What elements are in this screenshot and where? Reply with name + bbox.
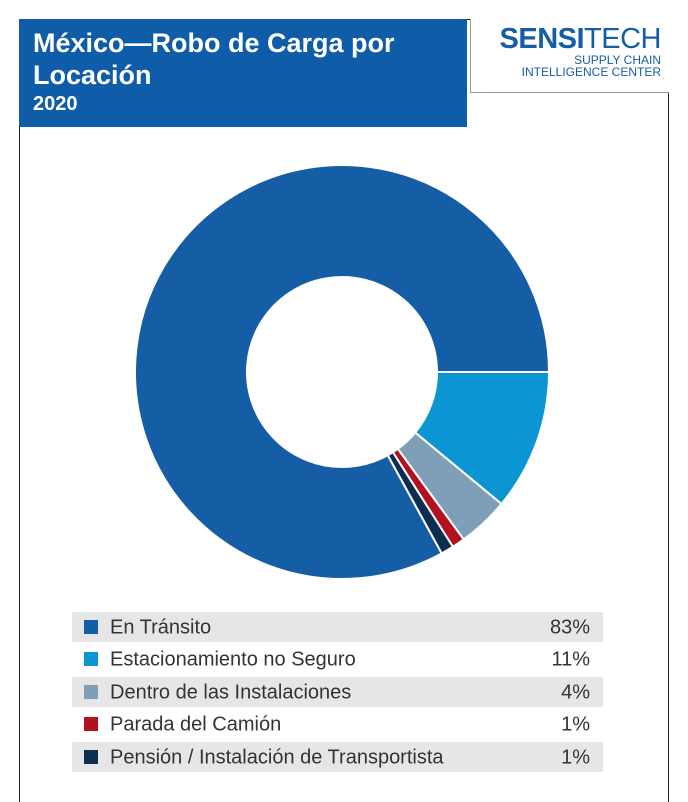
legend-label: En Tránsito — [110, 616, 211, 638]
tagline: INTELLIGENCE CENTER — [521, 65, 661, 79]
legend-swatch — [84, 652, 98, 666]
value-label: 83% — [550, 616, 590, 638]
donut-slice — [386, 450, 455, 555]
chart-subtitle: 2020 — [33, 93, 78, 115]
value-label: 11% — [551, 648, 590, 670]
legend-label: Parada del Camión — [110, 713, 281, 735]
legend-row-bg — [72, 612, 603, 642]
logo: SENSITECH SUPPLY CHAIN INTELLIGENCE CENT… — [470, 19, 669, 93]
brand: SENSITECH — [471, 23, 662, 55]
legend-swatch — [84, 620, 98, 634]
legend-swatch — [84, 685, 98, 699]
header: México—Robo de Carga por Locación 2020 — [19, 19, 467, 127]
value-label: 1% — [561, 746, 590, 768]
legend-label: Pensión / Instalación de Transportista — [110, 746, 444, 768]
legend-swatch — [84, 717, 98, 731]
chart-title: México—Robo de Carga por Locación — [33, 28, 395, 90]
donut-slice — [134, 164, 551, 580]
legend-label: Dentro de las Instalaciones — [110, 681, 351, 703]
brand-light: TECH — [584, 23, 661, 55]
legend-row-bg — [72, 742, 603, 772]
legend-swatch — [84, 750, 98, 764]
legend-label: Estacionamiento no Seguro — [110, 648, 356, 670]
tagline: SUPPLY CHAIN — [574, 53, 661, 67]
value-label: 1% — [561, 713, 590, 735]
value-label: 4% — [561, 681, 590, 703]
brand-bold: SENSI — [499, 23, 585, 55]
legend-row-bg — [72, 677, 603, 707]
